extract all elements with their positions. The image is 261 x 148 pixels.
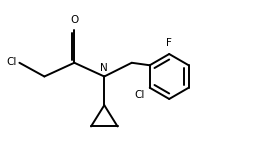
Text: O: O: [70, 15, 79, 25]
Text: F: F: [166, 38, 172, 48]
Text: Cl: Cl: [6, 57, 16, 66]
Text: Cl: Cl: [134, 90, 145, 100]
Text: N: N: [100, 63, 108, 73]
